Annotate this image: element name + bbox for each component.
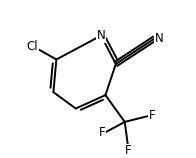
Text: N: N [97, 29, 105, 42]
Text: F: F [124, 144, 131, 157]
Text: N: N [154, 32, 163, 45]
Text: F: F [149, 109, 155, 122]
Text: Cl: Cl [27, 40, 38, 53]
Text: F: F [99, 126, 105, 139]
